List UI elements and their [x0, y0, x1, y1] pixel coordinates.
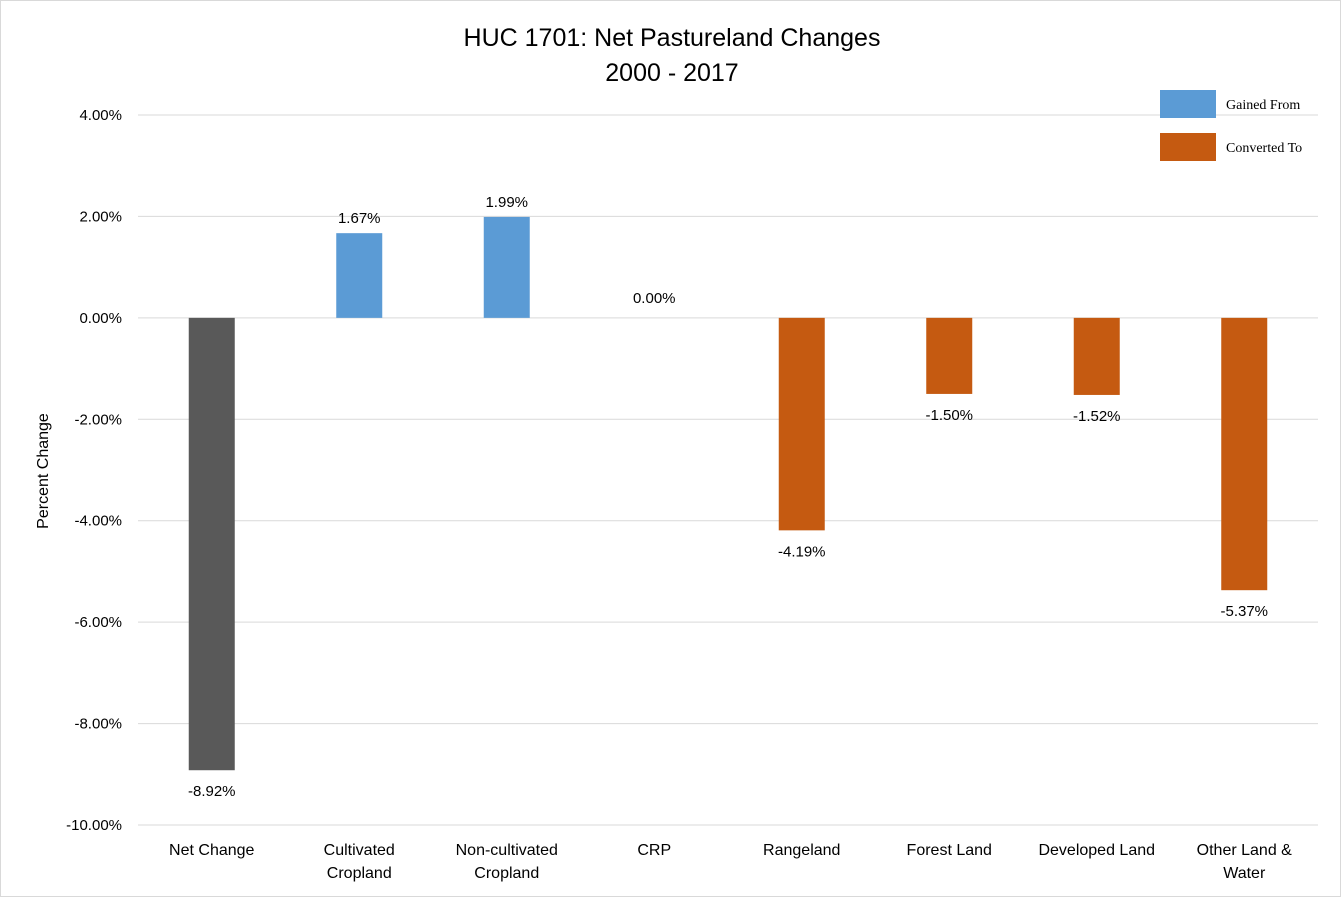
data-labels: -8.92% 1.67% 1.99% 0.00% -4.19% -1.50% -1.52% -…	[188, 194, 1268, 800]
chart-title-line-2: 2000 - 2017	[605, 59, 738, 87]
bars	[188, 216, 1268, 771]
data-label: 0.00%	[633, 290, 676, 307]
legend: Gained From Converted To	[1160, 90, 1302, 161]
legend-swatch	[1160, 90, 1216, 118]
bar	[336, 233, 383, 318]
data-label: -1.50%	[925, 407, 973, 424]
bar	[926, 317, 973, 394]
data-label: 1.99%	[485, 194, 528, 211]
legend-label: Converted To	[1226, 141, 1302, 156]
x-category-label: Cropland	[327, 865, 392, 882]
y-tick-label: -6.00%	[74, 614, 122, 631]
data-label: -8.92%	[188, 783, 236, 800]
x-category-label: CRP	[637, 842, 671, 859]
y-tick-label: 0.00%	[79, 310, 122, 327]
x-category-label: Developed Land	[1038, 842, 1155, 859]
y-tick-label: -2.00%	[74, 411, 122, 428]
x-category-label: Non-cultivated	[456, 842, 558, 859]
data-label: -4.19%	[778, 543, 826, 560]
y-axis-ticks: 4.00% 2.00% 0.00% -2.00% -4.00% -6.00% -8.00% -…	[66, 107, 122, 834]
data-label: 1.67%	[338, 210, 381, 227]
chart-title-line-1: HUC 1701: Net Pastureland Changes	[464, 24, 881, 52]
bar	[778, 317, 825, 531]
bar	[188, 317, 235, 771]
x-category-label: Net Change	[169, 842, 254, 859]
legend-swatch	[1160, 133, 1216, 161]
bar	[483, 216, 530, 318]
data-label: -1.52%	[1073, 408, 1121, 425]
y-tick-label: -8.00%	[74, 716, 122, 733]
x-category-label: Rangeland	[763, 842, 840, 859]
y-axis-title: Percent Change	[35, 413, 52, 529]
x-category-label: Other Land &	[1197, 842, 1293, 859]
y-tick-label: -10.00%	[66, 817, 122, 834]
legend-label: Gained From	[1226, 98, 1300, 113]
x-category-label: Water	[1223, 865, 1266, 882]
bar	[1073, 317, 1120, 395]
x-category-label: Cultivated	[324, 842, 395, 859]
gridlines	[138, 114, 1318, 826]
y-tick-label: 4.00%	[79, 107, 122, 124]
data-label: -5.37%	[1220, 603, 1268, 620]
y-tick-label: -4.00%	[74, 513, 122, 530]
y-tick-label: 2.00%	[79, 208, 122, 225]
x-axis-categories: Net Change Cultivated Cropland Non-cultivat…	[169, 842, 1292, 882]
x-category-label: Forest Land	[907, 842, 992, 859]
x-category-label: Cropland	[474, 865, 539, 882]
bar	[1221, 317, 1268, 591]
